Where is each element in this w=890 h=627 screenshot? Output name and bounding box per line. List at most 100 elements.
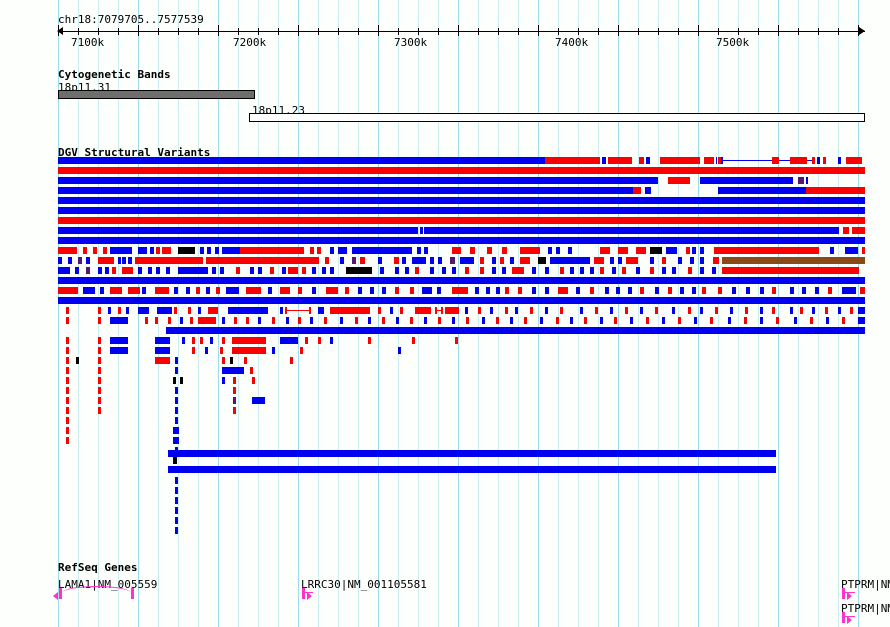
variant-segment[interactable] bbox=[830, 247, 834, 254]
variant-segment[interactable] bbox=[222, 377, 225, 384]
variant-segment[interactable] bbox=[352, 257, 356, 264]
variant-segment[interactable] bbox=[175, 517, 178, 524]
variant-segment[interactable] bbox=[802, 287, 806, 294]
variant-segment[interactable] bbox=[272, 317, 275, 324]
variant-segment[interactable] bbox=[368, 337, 371, 344]
variant-segment[interactable] bbox=[66, 367, 69, 374]
variant-segment[interactable] bbox=[122, 257, 126, 264]
variant-segment[interactable] bbox=[442, 267, 446, 274]
variant-segment[interactable] bbox=[452, 247, 461, 254]
variant-segment[interactable] bbox=[744, 317, 747, 324]
variant-segment[interactable] bbox=[405, 267, 409, 274]
variant-segment[interactable] bbox=[600, 317, 603, 324]
variant-segment[interactable] bbox=[182, 337, 185, 344]
variant-segment[interactable] bbox=[842, 317, 845, 324]
variant-segment[interactable] bbox=[398, 347, 401, 354]
variant-segment[interactable] bbox=[646, 157, 650, 164]
variant-segment[interactable] bbox=[556, 247, 560, 254]
variant-segment[interactable] bbox=[212, 267, 216, 274]
variant-segment[interactable] bbox=[545, 267, 549, 274]
variant-segment[interactable] bbox=[610, 257, 614, 264]
variant-segment[interactable] bbox=[817, 157, 820, 164]
variant-segment[interactable] bbox=[258, 317, 261, 324]
variant-segment-long[interactable] bbox=[168, 450, 776, 457]
variant-segment[interactable] bbox=[850, 307, 853, 314]
variant-segment[interactable] bbox=[518, 287, 522, 294]
variant-segment[interactable] bbox=[505, 307, 508, 314]
variant-segment[interactable] bbox=[838, 157, 841, 164]
variant-segment[interactable] bbox=[175, 497, 178, 504]
variant-segment[interactable] bbox=[626, 257, 638, 264]
variant-segment[interactable] bbox=[556, 317, 559, 324]
right-arrow-icon[interactable] bbox=[859, 27, 865, 35]
variant-segment[interactable] bbox=[207, 247, 211, 254]
variant-segment[interactable] bbox=[622, 267, 626, 274]
variant-segment[interactable] bbox=[58, 287, 78, 294]
variant-segment[interactable] bbox=[250, 267, 254, 274]
variant-segment[interactable] bbox=[175, 397, 178, 404]
variant-segment[interactable] bbox=[326, 287, 338, 294]
variant-segment[interactable] bbox=[570, 267, 574, 274]
variant-segment[interactable] bbox=[616, 287, 620, 294]
variant-segment[interactable] bbox=[486, 287, 490, 294]
variant-segment[interactable] bbox=[496, 317, 499, 324]
variant-segment[interactable] bbox=[424, 247, 428, 254]
variant-segment[interactable] bbox=[532, 267, 536, 274]
variant-segment[interactable] bbox=[200, 337, 203, 344]
variant-segment[interactable] bbox=[135, 257, 203, 264]
variant-segment[interactable] bbox=[798, 177, 804, 184]
variant-segment[interactable] bbox=[346, 267, 372, 274]
gene-exon[interactable] bbox=[842, 612, 845, 623]
variant-segment[interactable] bbox=[452, 287, 468, 294]
variant-segment[interactable] bbox=[410, 287, 414, 294]
variant-segment[interactable] bbox=[178, 247, 195, 254]
variant-segment[interactable] bbox=[252, 377, 255, 384]
variant-segment[interactable] bbox=[222, 357, 225, 364]
variant-segment[interactable] bbox=[800, 307, 803, 314]
variant-segment[interactable] bbox=[98, 407, 101, 414]
variant-segment[interactable] bbox=[244, 357, 247, 364]
variant-segment[interactable] bbox=[636, 247, 646, 254]
variant-segment[interactable] bbox=[760, 307, 763, 314]
variant-segment[interactable] bbox=[175, 417, 178, 424]
variant-segment[interactable] bbox=[76, 357, 79, 364]
variant-segment[interactable] bbox=[412, 257, 426, 264]
variant-segment[interactable] bbox=[465, 267, 469, 274]
variant-segment[interactable] bbox=[655, 287, 659, 294]
variant-segment[interactable] bbox=[340, 257, 344, 264]
variant-segment[interactable] bbox=[718, 157, 721, 164]
variant-segment[interactable] bbox=[680, 287, 684, 294]
variant-segment[interactable] bbox=[480, 257, 484, 264]
variant-segment[interactable] bbox=[252, 397, 265, 404]
variant-segment[interactable] bbox=[58, 277, 865, 284]
variant-segment[interactable] bbox=[580, 307, 583, 314]
variant-segment[interactable] bbox=[662, 257, 666, 264]
variant-segment[interactable] bbox=[58, 257, 62, 264]
variant-segment[interactable] bbox=[66, 397, 69, 404]
variant-segment[interactable] bbox=[206, 257, 319, 264]
variant-segment[interactable] bbox=[240, 247, 304, 254]
variant-segment[interactable] bbox=[188, 307, 191, 314]
variant-segment[interactable] bbox=[66, 377, 69, 384]
variant-segment[interactable] bbox=[175, 477, 178, 484]
variant-segment[interactable] bbox=[86, 267, 90, 274]
gene-label[interactable]: PTPRM|NM bbox=[841, 578, 890, 591]
variant-segment[interactable] bbox=[415, 267, 419, 274]
variant-segment[interactable] bbox=[806, 187, 865, 194]
variant-segment[interactable] bbox=[600, 267, 604, 274]
variant-segment[interactable] bbox=[538, 257, 546, 264]
variant-segment[interactable] bbox=[435, 307, 437, 314]
variant-segment[interactable] bbox=[441, 307, 443, 314]
variant-segment[interactable] bbox=[760, 317, 763, 324]
variant-segment[interactable] bbox=[650, 267, 654, 274]
variant-segment[interactable] bbox=[98, 337, 101, 344]
variant-segment[interactable] bbox=[424, 227, 839, 234]
variant-segment[interactable] bbox=[98, 397, 101, 404]
variant-segment[interactable] bbox=[545, 157, 600, 164]
variant-segment[interactable] bbox=[330, 247, 334, 254]
variant-segment[interactable] bbox=[360, 257, 365, 264]
variant-segment[interactable] bbox=[650, 257, 654, 264]
variant-segment[interactable] bbox=[234, 317, 237, 324]
variant-segment[interactable] bbox=[420, 227, 423, 234]
variant-segment[interactable] bbox=[216, 287, 220, 294]
